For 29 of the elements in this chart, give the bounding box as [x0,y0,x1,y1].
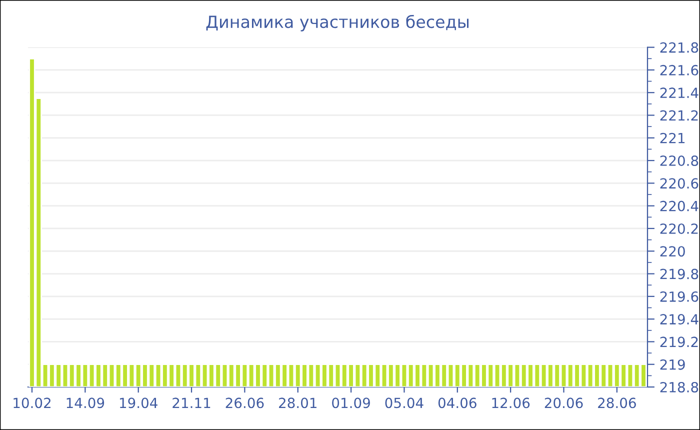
y-tick-label: 220 [660,246,685,257]
y-tick-label: 219.4 [660,314,698,325]
x-tick-label: 28.06 [598,398,636,408]
y-tick-label: 220.4 [660,200,698,212]
x-tick-label: 12.06 [492,398,530,408]
x-tick-label: 19.04 [120,398,158,408]
y-tick-label: 220.6 [660,178,698,189]
x-tick-label: 05.04 [385,398,424,408]
x-tick-label: 20.06 [544,398,583,408]
y-tick-label: 221.8 [660,42,698,53]
chart-title: Динамика участников беседы [206,14,469,32]
x-tick-label: 28.01 [279,398,316,408]
y-tick-label: 219 [660,359,685,370]
x-tick-label: 14.09 [66,398,104,408]
y-tick-label: 219.2 [660,336,698,348]
x-tick-label: 26.06 [226,398,264,408]
x-tick-label: 10.02 [14,398,50,408]
x-tick-label: 01.09 [332,398,370,408]
x-tick-label: 21.11 [172,398,210,408]
x-tick-label: 04.06 [438,398,476,408]
y-tick-label: 220.8 [660,156,698,166]
y-tick-label: 221 [660,132,685,144]
y-tick-label: 220.2 [660,223,698,234]
y-tick-label: 219.8 [660,268,698,280]
y-tick-label: 221.2 [660,110,698,121]
y-tick-label: 221.6 [660,64,698,76]
y-tick-label: 221.4 [660,88,698,98]
y-tick-label: 219.6 [660,291,698,302]
y-tick-label: 218.8 [660,382,698,392]
